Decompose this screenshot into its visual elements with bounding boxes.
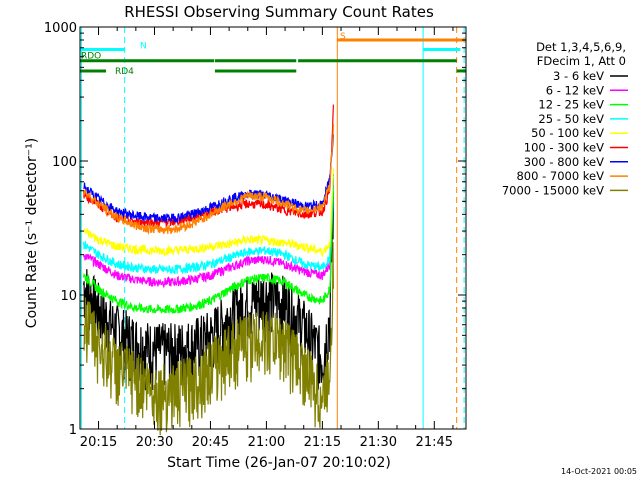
legend-label-8: 7000 - 15000 keV bbox=[502, 183, 604, 197]
legend-label-7: 800 - 7000 keV bbox=[516, 169, 604, 183]
flag-label-0: N bbox=[140, 41, 147, 51]
legend-label-4: 50 - 100 keV bbox=[531, 126, 604, 140]
flag-bars: N RDO RD4 S bbox=[80, 32, 466, 77]
legend-label-0: 3 - 6 keV bbox=[553, 69, 604, 83]
x-tick-label-3: 21:00 bbox=[248, 435, 285, 450]
legend-label-6: 300 - 800 keV bbox=[524, 155, 604, 169]
series-line-3 bbox=[83, 175, 334, 275]
legend: Det 1,3,4,5,6,9,FDecim 1, Att 03 - 6 keV… bbox=[502, 40, 628, 197]
footer-timestamp: 14-Oct-2021 00:05 bbox=[561, 467, 637, 476]
series-line-7 bbox=[83, 123, 334, 236]
y-tick-label-3: 1000 bbox=[44, 21, 77, 36]
y-axis-label: Count Rate (s⁻¹ detector⁻¹) bbox=[24, 138, 40, 328]
legend-label-3: 25 - 50 keV bbox=[538, 112, 604, 126]
x-tick-label-2: 20:45 bbox=[192, 435, 229, 450]
flag-label-3: S bbox=[340, 32, 346, 42]
flag-label-2: RD4 bbox=[115, 67, 134, 77]
y-tick-label-1: 10 bbox=[60, 289, 77, 304]
chart-title: RHESSI Observing Summary Count Rates bbox=[124, 3, 434, 21]
series-line-2 bbox=[83, 188, 334, 314]
plot-frame bbox=[79, 26, 467, 430]
axes: 20:15 20:30 20:45 21:00 21:15 21:30 21:45 1 10 10… bbox=[44, 21, 467, 450]
legend-label-5: 100 - 300 keV bbox=[524, 141, 604, 155]
y-tick-label-2: 100 bbox=[52, 155, 77, 170]
series-line-8 bbox=[83, 241, 334, 436]
legend-header-0: Det 1,3,4,5,6,9, bbox=[536, 40, 626, 54]
flag-label-1: RDO bbox=[81, 52, 101, 62]
x-tick-label-1: 20:30 bbox=[136, 435, 173, 450]
y-tick-label-0: 1 bbox=[69, 423, 77, 438]
x-tick-label-4: 21:15 bbox=[304, 435, 341, 450]
plot-area bbox=[80, 27, 465, 436]
legend-label-2: 12 - 25 keV bbox=[538, 98, 604, 112]
series-line-4 bbox=[83, 168, 334, 258]
x-tick-label-0: 20:15 bbox=[80, 435, 117, 450]
x-axis-label: Start Time (26-Jan-07 20:10:02) bbox=[167, 455, 391, 471]
x-tick-label-6: 21:45 bbox=[416, 435, 453, 450]
legend-label-1: 6 - 12 keV bbox=[546, 83, 604, 97]
legend-header-1: FDecim 1, Att 0 bbox=[537, 54, 626, 68]
x-tick-label-5: 21:30 bbox=[360, 435, 397, 450]
series-line-1 bbox=[83, 181, 334, 289]
series-line-6 bbox=[83, 134, 334, 224]
